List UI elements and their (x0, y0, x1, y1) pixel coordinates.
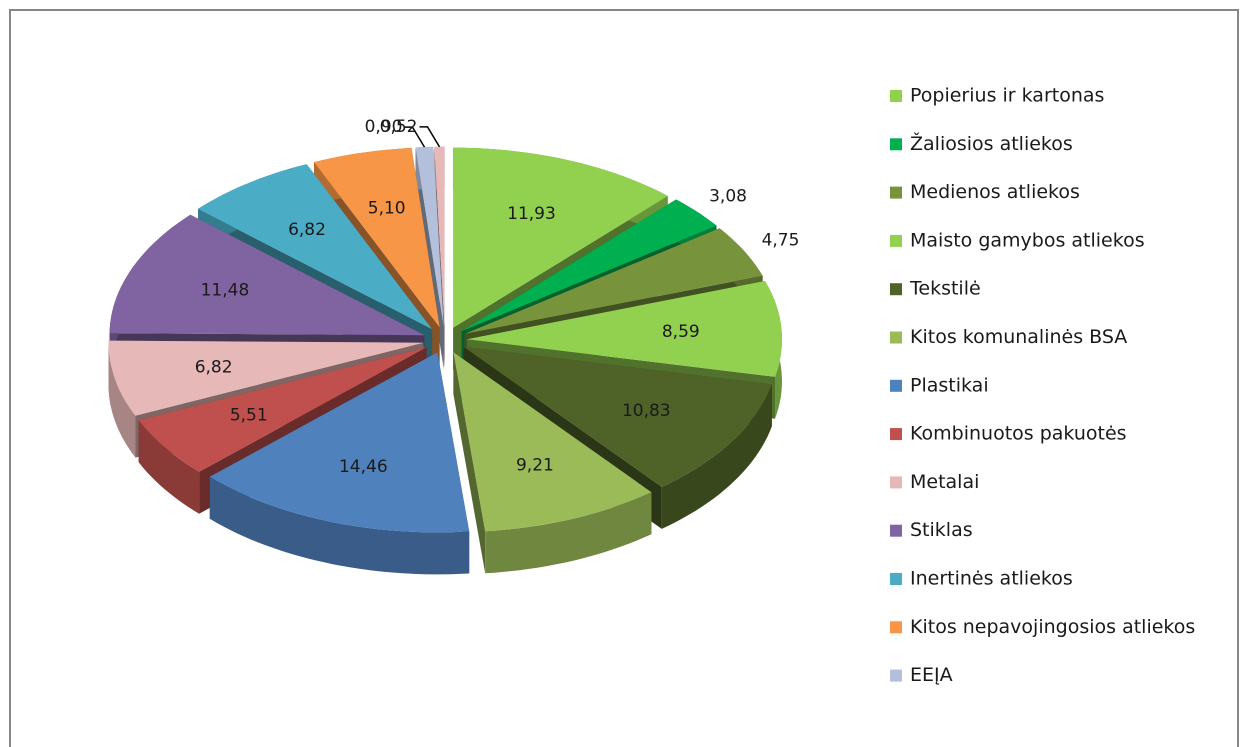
legend-label: Plastikai (910, 374, 989, 396)
legend-swatch (890, 234, 902, 247)
legend-label: Medienos atliekos (910, 181, 1080, 203)
slice-top (314, 147, 440, 328)
slice-wall (108, 340, 136, 458)
legend-swatch (890, 524, 902, 537)
legend-label: Kitos nepavojingosios atliekos (910, 616, 1195, 638)
slice-wall (209, 476, 470, 575)
slice-top (109, 214, 425, 336)
slice-top (415, 146, 444, 327)
legend-label: Kombinuotos pakuotės (910, 423, 1127, 445)
data-label: 10,83 (622, 401, 671, 421)
slice-top (108, 340, 424, 416)
slice-top (453, 147, 668, 328)
legend-swatch (890, 331, 902, 344)
leader-line (419, 126, 441, 148)
data-label: 5,10 (368, 199, 406, 219)
legend-swatch (890, 90, 902, 102)
slice (209, 352, 470, 575)
slice-top (461, 199, 717, 332)
legend-label: Kitos komunalinės BSA (910, 326, 1127, 348)
legend-label: Popierius ir kartonas (910, 85, 1104, 107)
slice-top (463, 346, 772, 487)
data-label: 8,59 (662, 322, 700, 342)
legend-swatch (890, 379, 902, 392)
slice-top (209, 352, 470, 533)
slice-top (467, 281, 782, 377)
slice-wall (485, 492, 652, 574)
legend-swatch (890, 669, 902, 682)
legend-swatch (890, 573, 902, 585)
legend-label: Stiklas (910, 519, 973, 541)
slice-side (453, 352, 486, 574)
legend-swatch (890, 138, 902, 151)
slice-wall (138, 420, 200, 514)
legend-label: EEĮA (910, 664, 953, 686)
slice-top (453, 352, 652, 532)
data-label: 9,21 (516, 455, 554, 475)
data-label: 6,82 (288, 220, 326, 240)
data-label: 0,52 (380, 117, 418, 137)
legend-label: Maisto gamybos atliekos (910, 229, 1145, 251)
data-label: 4,75 (762, 230, 800, 250)
data-label: 3,08 (709, 186, 747, 206)
slice-top (138, 347, 427, 472)
data-label: 6,82 (195, 357, 233, 377)
data-label: 5,51 (230, 405, 268, 425)
data-label: 11,93 (507, 204, 556, 224)
legend-swatch (890, 186, 902, 199)
legend-label: Tekstilė (909, 278, 981, 300)
legend-swatch (890, 621, 902, 634)
slice-wall (661, 384, 772, 529)
data-label: 14,46 (339, 457, 388, 477)
data-label: 11,48 (201, 281, 250, 301)
slice-top (464, 228, 763, 334)
slice (453, 352, 652, 574)
slice-top (198, 164, 433, 330)
legend-label: Metalai (910, 471, 979, 493)
legend-swatch (890, 428, 902, 441)
slice-top (434, 146, 445, 327)
leader-line (404, 126, 426, 148)
data-label: 0,90 (365, 117, 403, 137)
legend-swatch (890, 476, 902, 489)
legend-label: Žaliosios atliekos (910, 132, 1073, 155)
legend-swatch (890, 283, 902, 296)
legend-label: Inertinės atliekos (910, 568, 1073, 590)
